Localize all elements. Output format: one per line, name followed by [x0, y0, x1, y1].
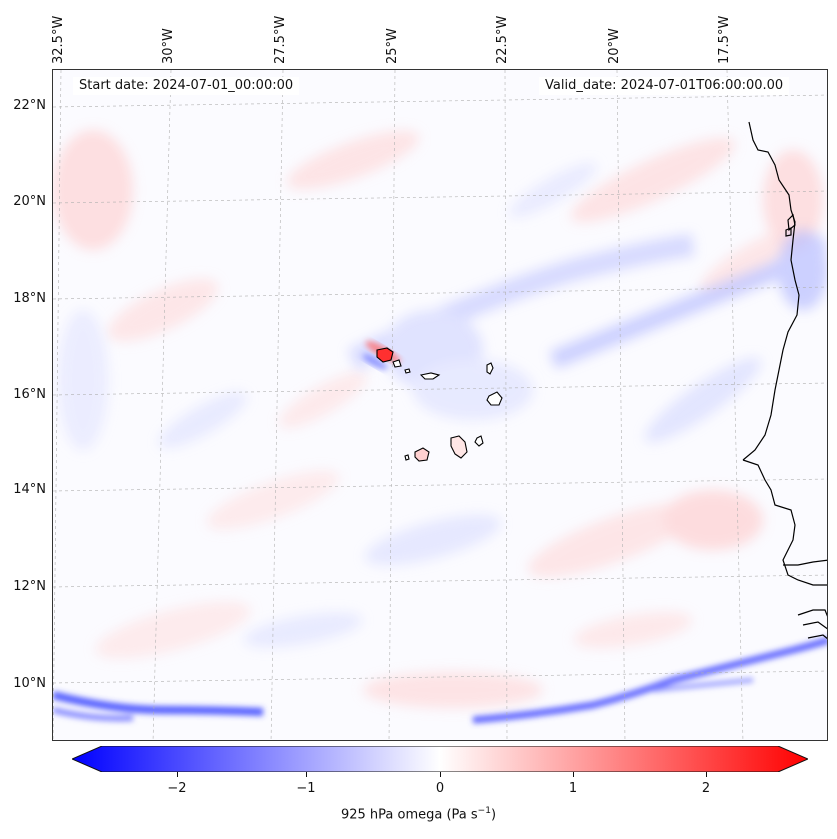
lat-label-14n: 14°N	[13, 482, 46, 497]
lon-label-22-5w: 22.5°W	[495, 15, 510, 64]
colorbar-tick-0: 0	[435, 781, 445, 796]
colorbar-tick-m2: −2	[167, 781, 187, 796]
colorbar-tickline-1	[573, 772, 574, 777]
lat-label-16n: 16°N	[13, 387, 46, 402]
omega-field-map	[53, 70, 827, 740]
valid-date-label: Valid_date: 2024-07-01T06:00:00.00	[539, 77, 790, 95]
island-santiago	[450, 435, 468, 459]
coastline	[742, 121, 827, 640]
colorbar-tickline-m2	[177, 772, 178, 777]
map-panel	[52, 69, 828, 741]
lon-label-25w: 25°W	[385, 28, 400, 64]
southern-blue-band	[53, 636, 827, 724]
island-fogo	[414, 447, 430, 462]
colorbar	[72, 746, 808, 772]
lon-label-27-5w: 27.5°W	[273, 15, 288, 64]
island-maio	[474, 435, 484, 447]
lon-label-17-5w: 17.5°W	[717, 15, 732, 64]
negative-omega-hotspot	[362, 354, 388, 370]
lon-label-20w: 20°W	[607, 28, 622, 64]
island-brava	[404, 454, 410, 461]
lon-label-32-5w: 32.5°W	[51, 15, 66, 64]
island-sal	[486, 362, 494, 375]
cape-verde-islands	[376, 347, 503, 462]
lat-label-18n: 18°N	[13, 291, 46, 306]
colorbar-tickline-m1	[306, 772, 307, 777]
lon-label-30w: 30°W	[161, 28, 176, 64]
lat-label-20n: 20°N	[13, 194, 46, 209]
lat-label-22n: 22°N	[13, 98, 46, 113]
island-boa-vista	[486, 391, 503, 406]
island-sao-nicolau	[419, 372, 441, 380]
colorbar-label: 925 hPa omega (Pa s−1)	[340, 806, 497, 823]
start-date-label: Start date: 2024-07-01_00:00:00	[73, 77, 300, 95]
island-santo-antao	[376, 347, 394, 363]
colorbar-bar	[72, 746, 808, 772]
lat-label-10n: 10°N	[13, 676, 46, 691]
lat-label-12n: 12°N	[13, 579, 46, 594]
positive-omega-patches	[53, 130, 823, 708]
colorbar-tick-1: 1	[568, 781, 578, 796]
graticule	[53, 70, 827, 740]
island-sao-vicente	[392, 359, 402, 368]
colorbar-tick-m1: −1	[296, 781, 316, 796]
colorbar-tickline-0	[440, 772, 441, 777]
colorbar-tickline-2	[706, 772, 707, 777]
colorbar-tick-2: 2	[701, 781, 711, 796]
island-santa-luzia	[404, 368, 411, 374]
